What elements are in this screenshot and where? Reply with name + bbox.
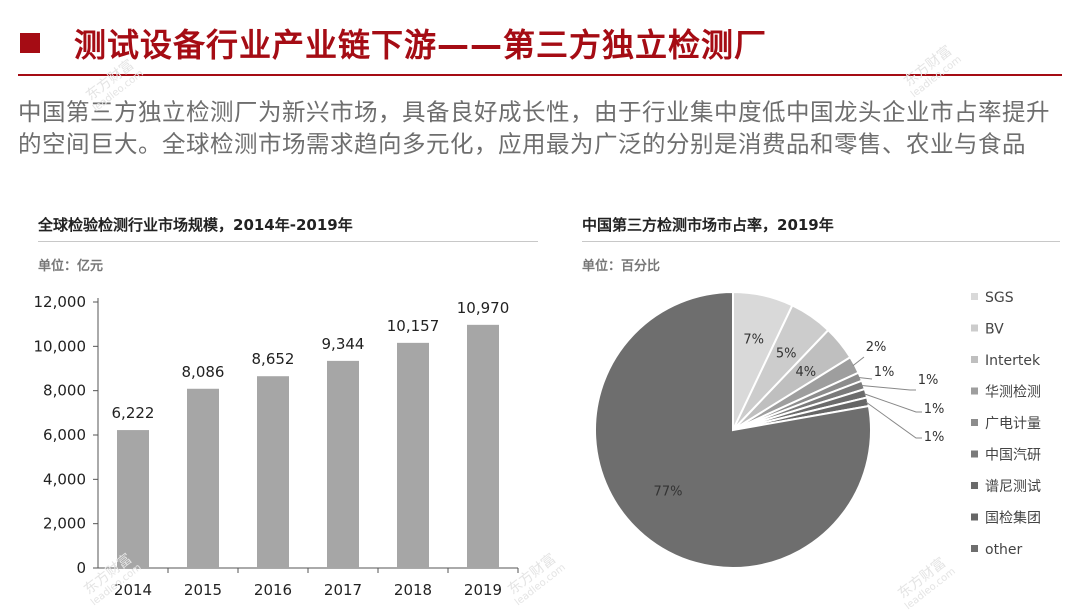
y-tick-label: 10,000 [34, 337, 87, 355]
page-header: 测试设备行业产业链下游——第三方独立检测厂 [20, 18, 767, 68]
bar [187, 388, 219, 568]
legend-swatch [971, 545, 978, 552]
slice-label: 1% [918, 373, 939, 388]
legend-label: BV [985, 322, 1004, 338]
title-marker [20, 33, 40, 53]
x-tick-label: 2017 [324, 581, 362, 599]
y-tick-label: 8,000 [43, 382, 86, 400]
bar-chart-unit: 单位：亿元 [38, 259, 104, 274]
leader-line [863, 393, 922, 413]
bar [327, 360, 359, 568]
y-tick-label: 6,000 [43, 426, 86, 444]
pie-chart-unit: 单位：百分比 [582, 259, 661, 274]
y-tick-label: 4,000 [43, 470, 86, 488]
legend-label: other [985, 542, 1023, 558]
page-title: 测试设备行业产业链下游——第三方独立检测厂 [74, 26, 768, 64]
slice-label: 2% [866, 340, 887, 355]
bar-value-label: 9,344 [322, 335, 365, 353]
pie-chart-title: 中国第三方检测市场市占率，2019年 [582, 216, 834, 234]
bar-value-label: 6,222 [112, 404, 155, 422]
x-tick-label: 2018 [394, 581, 432, 599]
slice-label: 5% [776, 347, 797, 362]
legend-label: 广电计量 [985, 416, 1041, 432]
legend-swatch [971, 387, 978, 395]
title-divider [18, 74, 1062, 76]
leader-line [852, 356, 865, 367]
bar [117, 430, 149, 568]
bar [257, 376, 289, 568]
legend-swatch [971, 450, 978, 458]
slice-label: 7% [743, 332, 764, 347]
bar [467, 324, 499, 568]
legend-swatch [971, 513, 978, 521]
legend-label: SGS [985, 290, 1014, 306]
legend-label: Intertek [985, 353, 1041, 369]
legend-label: 华测检测 [985, 385, 1041, 401]
x-tick-label: 2019 [464, 581, 502, 599]
legend-label: 谱尼测试 [985, 479, 1041, 495]
leader-line [865, 401, 922, 439]
y-tick-label: 2,000 [43, 515, 86, 533]
slice-label: 77% [654, 485, 683, 500]
bar-chart-divider [38, 241, 538, 242]
bar-value-label: 8,652 [252, 350, 295, 368]
x-tick-label: 2016 [254, 581, 292, 599]
x-tick-label: 2014 [114, 581, 152, 599]
bar-chart-title: 全球检验检测行业市场规模，2014年-2019年 [38, 216, 353, 234]
legend-swatch [971, 356, 978, 363]
bar-value-label: 10,970 [457, 299, 510, 317]
pie-slice [594, 290, 872, 569]
leader-line [858, 376, 873, 380]
y-tick-label: 0 [76, 559, 86, 577]
bar-value-label: 8,086 [182, 363, 225, 381]
slice-label: 4% [796, 365, 817, 380]
pie-chart-divider [582, 241, 1060, 242]
page-subtitle: 中国第三方独立检测厂为新兴市场，具备良好成长性，由于行业集中度低中国龙头企业市占… [18, 98, 1050, 158]
slice-label: 1% [924, 402, 945, 417]
legend-swatch [971, 482, 978, 489]
legend-swatch [971, 324, 978, 332]
x-tick-label: 2015 [184, 581, 222, 599]
leader-line [861, 385, 916, 391]
bar-value-label: 10,157 [387, 317, 440, 335]
y-tick-label: 12,000 [34, 293, 87, 311]
legend-swatch [971, 419, 978, 426]
slice-label: 1% [874, 365, 895, 380]
legend-label: 中国汽研 [985, 448, 1041, 464]
bar [397, 342, 429, 568]
slice-label: 1% [924, 430, 945, 445]
legend-swatch [971, 293, 978, 300]
legend-label: 国检集团 [985, 510, 1041, 527]
